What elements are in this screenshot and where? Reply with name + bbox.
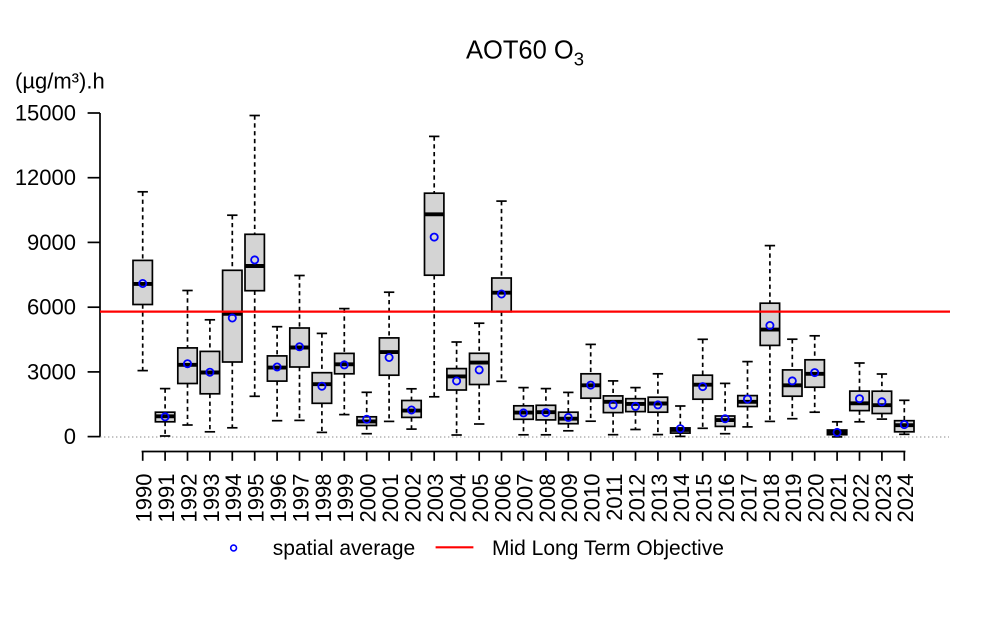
- svg-text:(µg/m³).h: (µg/m³).h: [15, 69, 105, 94]
- svg-text:2019: 2019: [781, 474, 806, 523]
- svg-text:1998: 1998: [311, 474, 336, 523]
- svg-text:2014: 2014: [669, 474, 694, 523]
- svg-text:1992: 1992: [176, 474, 201, 523]
- svg-text:spatial average: spatial average: [273, 537, 415, 560]
- svg-text:0: 0: [64, 424, 76, 449]
- svg-text:2005: 2005: [468, 474, 493, 523]
- svg-text:2020: 2020: [804, 474, 829, 523]
- svg-text:2002: 2002: [400, 474, 425, 523]
- svg-text:1999: 1999: [333, 474, 358, 523]
- svg-text:2007: 2007: [512, 474, 537, 523]
- svg-text:2011: 2011: [602, 474, 627, 521]
- svg-text:Mid Long Term Objective: Mid Long Term Objective: [492, 537, 724, 560]
- svg-text:2003: 2003: [423, 474, 448, 523]
- svg-text:2022: 2022: [848, 474, 873, 523]
- svg-text:1996: 1996: [266, 474, 291, 523]
- svg-text:AOT60 O3: AOT60 O3: [466, 37, 584, 70]
- svg-text:2017: 2017: [736, 474, 761, 523]
- svg-text:2023: 2023: [871, 474, 896, 523]
- svg-text:2016: 2016: [714, 474, 739, 523]
- svg-text:15000: 15000: [15, 101, 76, 126]
- svg-text:3000: 3000: [27, 359, 76, 384]
- svg-text:1995: 1995: [244, 474, 269, 523]
- svg-text:2012: 2012: [624, 474, 649, 523]
- svg-text:2000: 2000: [356, 474, 381, 523]
- svg-text:1997: 1997: [288, 474, 313, 523]
- svg-text:6000: 6000: [27, 295, 76, 320]
- svg-text:9000: 9000: [27, 230, 76, 255]
- svg-text:2013: 2013: [647, 474, 672, 523]
- svg-text:2008: 2008: [535, 474, 560, 523]
- svg-text:2021: 2021: [826, 474, 851, 523]
- svg-text:2004: 2004: [446, 474, 471, 523]
- svg-text:2009: 2009: [557, 474, 582, 523]
- svg-text:2015: 2015: [692, 474, 717, 523]
- svg-text:2001: 2001: [378, 474, 403, 523]
- svg-text:1994: 1994: [221, 474, 246, 523]
- svg-text:2010: 2010: [580, 474, 605, 523]
- svg-text:2006: 2006: [490, 474, 515, 523]
- svg-text:2018: 2018: [759, 474, 784, 523]
- svg-text:1993: 1993: [199, 474, 224, 523]
- svg-text:1990: 1990: [132, 474, 157, 523]
- svg-text:2024: 2024: [893, 474, 918, 523]
- svg-text:1991: 1991: [154, 474, 179, 523]
- svg-text:12000: 12000: [15, 165, 76, 190]
